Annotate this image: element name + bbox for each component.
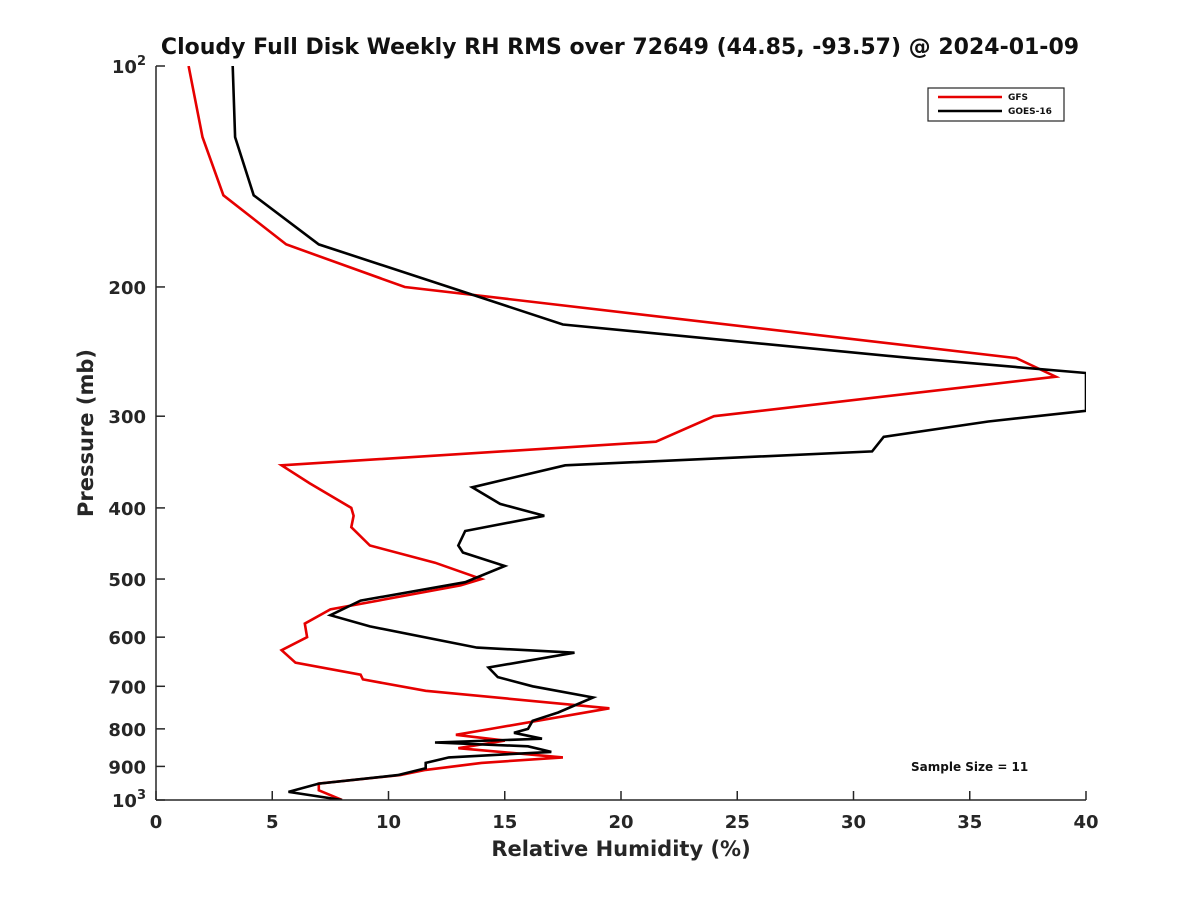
x-tick-label: 20 bbox=[608, 812, 633, 833]
legend-label-gfs: GFS bbox=[1008, 93, 1028, 103]
series-line-goes-16 bbox=[231, 66, 1086, 800]
y-tick-label: 800 bbox=[108, 720, 146, 741]
x-tick-label: 35 bbox=[957, 812, 982, 833]
x-tick-label: 0 bbox=[150, 812, 163, 833]
axes-layer: 0 5 10 15 20 25 30 35 40 102 200 300 400 500 600 700 800… bbox=[108, 54, 1098, 833]
y-tick-label: 102 bbox=[112, 54, 146, 78]
x-tick-label: 10 bbox=[376, 812, 401, 833]
y-tick-label: 500 bbox=[108, 570, 146, 591]
series-layer bbox=[187, 66, 1086, 800]
x-tick-label: 30 bbox=[841, 812, 866, 833]
x-tick-label: 15 bbox=[492, 812, 517, 833]
series-line-gfs bbox=[187, 66, 1061, 800]
plot-area: 0 5 10 15 20 25 30 35 40 102 200 300 400 500 600 700 800… bbox=[108, 54, 1098, 833]
y-tick-label: 103 bbox=[112, 788, 146, 812]
y-tick-label: 600 bbox=[108, 628, 146, 649]
legend-items: GFS GOES-16 bbox=[938, 93, 1052, 117]
legend: GFS GOES-16 bbox=[927, 87, 1065, 122]
chart-title: Cloudy Full Disk Weekly RH RMS over 7264… bbox=[161, 35, 1079, 60]
x-tick-label: 40 bbox=[1073, 812, 1098, 833]
legend-box bbox=[927, 87, 1065, 122]
x-tick-label: 5 bbox=[266, 812, 279, 833]
y-tick-label: 400 bbox=[108, 499, 146, 520]
y-axis-label: Pressure (mb) bbox=[74, 349, 98, 517]
legend-label-goes-16: GOES-16 bbox=[1008, 107, 1052, 117]
y-tick-label: 900 bbox=[108, 757, 146, 778]
x-axis-label: Relative Humidity (%) bbox=[491, 837, 750, 861]
sample-size-annotation: Sample Size = 11 bbox=[911, 760, 1028, 774]
x-tick-label: 25 bbox=[725, 812, 750, 833]
y-tick-label: 300 bbox=[108, 407, 146, 428]
y-tick-label: 200 bbox=[108, 278, 146, 299]
y-tick-label: 700 bbox=[108, 677, 146, 698]
